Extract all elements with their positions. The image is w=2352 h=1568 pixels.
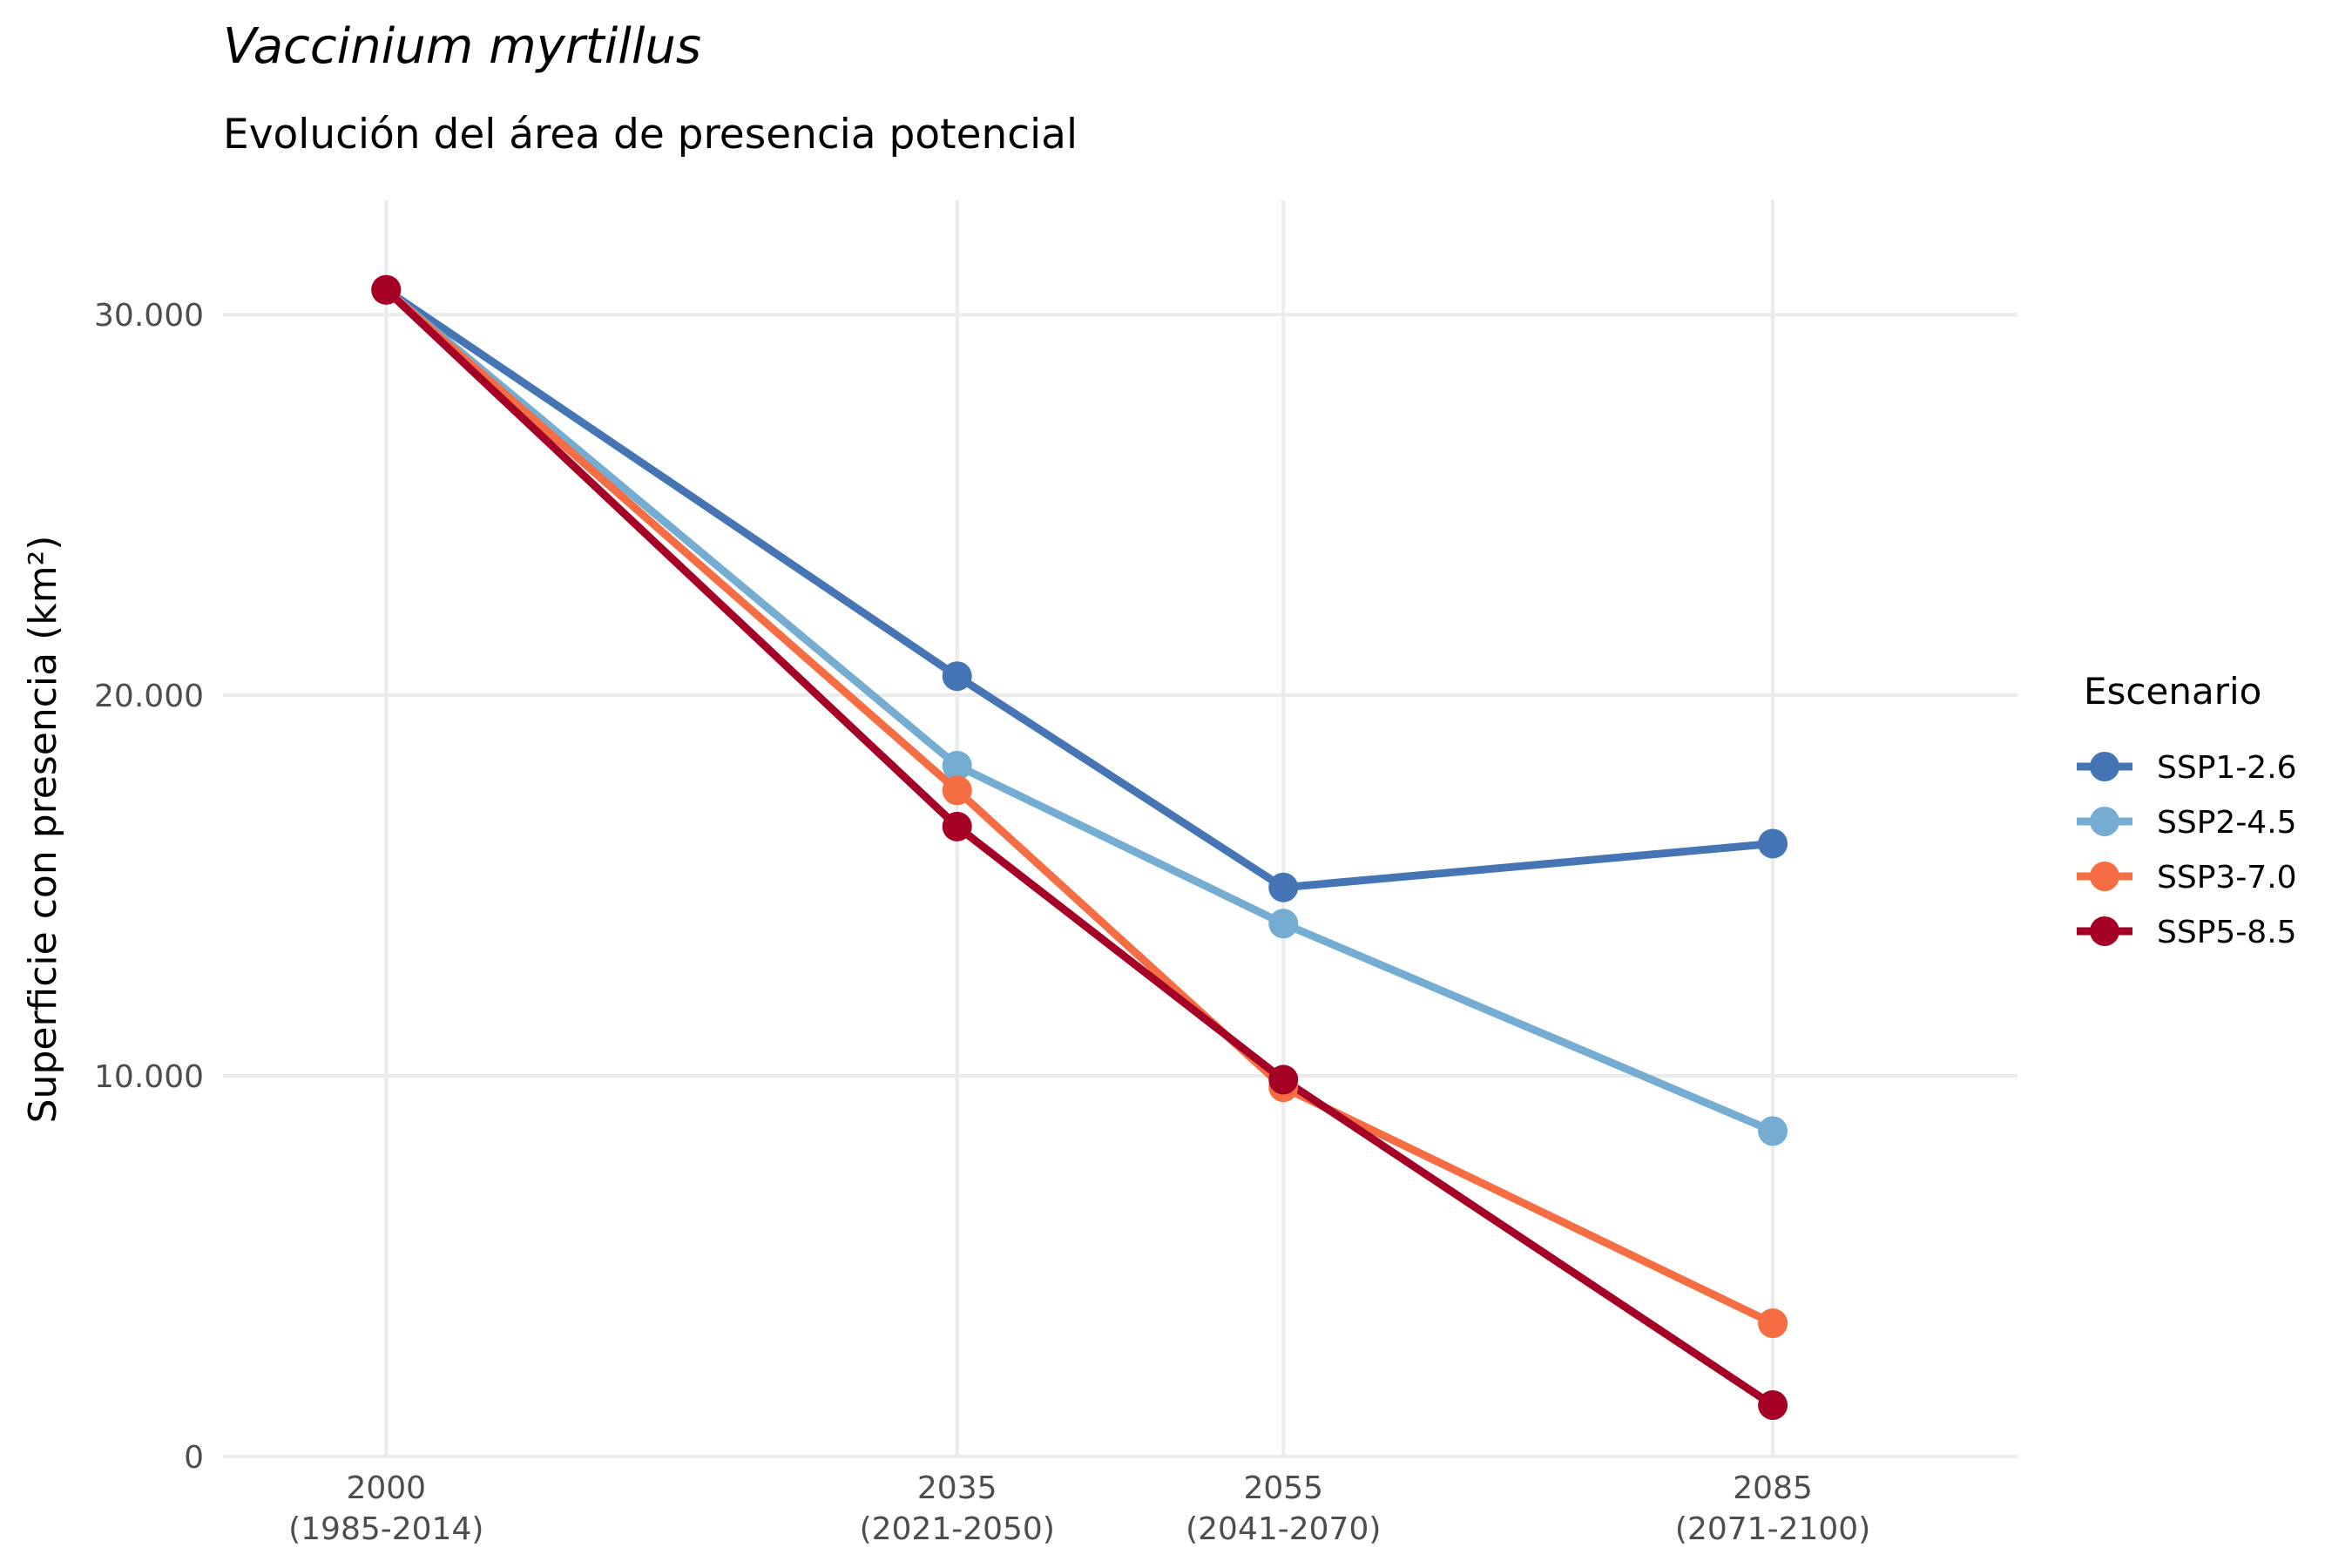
legend-item-SSP2-4.5: SSP2-4.5 — [2077, 805, 2297, 841]
data-point-SSP1-2.6 — [942, 661, 972, 692]
data-point-SSP3-7.0 — [942, 775, 972, 806]
x-tick-label: 2085 — [1733, 1470, 1813, 1506]
chart-subtitle: Evolución del área de presencia potencia… — [223, 111, 1078, 159]
series-lines — [371, 274, 1788, 1421]
legend-item-SSP5-8.5: SSP5-8.5 — [2077, 915, 2297, 950]
legend-label: SSP5-8.5 — [2157, 915, 2297, 950]
series-line-SSP2-4.5 — [383, 287, 1774, 1135]
legend-label: SSP1-2.6 — [2157, 750, 2297, 786]
data-point-SSP2-4.5 — [1758, 1116, 1788, 1146]
data-point-SSP3-7.0 — [1758, 1308, 1788, 1339]
x-tick-label: (1985-2014) — [288, 1511, 483, 1547]
legend-point-key — [2090, 862, 2119, 891]
data-point-SSP5-8.5 — [1268, 1064, 1299, 1095]
chart-title: Vaccinium myrtillus — [223, 18, 701, 75]
legend-point-key — [2090, 807, 2119, 836]
data-point-SSP2-4.5 — [942, 750, 972, 781]
x-tick-label: 2000 — [346, 1470, 426, 1506]
data-point-SSP2-4.5 — [1268, 909, 1299, 939]
data-point-SSP5-8.5 — [1758, 1390, 1788, 1421]
legend-point-key — [2090, 752, 2119, 781]
data-point-SSP5-8.5 — [371, 274, 402, 305]
legend-label: SSP2-4.5 — [2157, 805, 2297, 841]
y-tick-label: 10.000 — [94, 1059, 204, 1095]
legend-label: SSP3-7.0 — [2157, 860, 2297, 896]
x-tick-label: 2035 — [917, 1470, 997, 1506]
y-tick-label: 30.000 — [94, 298, 204, 334]
data-point-SSP1-2.6 — [1268, 872, 1299, 902]
x-tick-label: (2041-2070) — [1186, 1511, 1381, 1547]
series-line-SSP5-8.5 — [383, 287, 1775, 1409]
series-line-SSP3-7.0 — [383, 287, 1775, 1328]
legend-title: Escenario — [2084, 670, 2261, 713]
x-tick-label: (2071-2100) — [1675, 1511, 1870, 1547]
legend-point-key — [2090, 916, 2119, 946]
legend-item-SSP3-7.0: SSP3-7.0 — [2077, 860, 2297, 896]
data-point-SSP1-2.6 — [1758, 828, 1788, 859]
y-axis-title: Superficie con presencia (km²) — [21, 536, 65, 1124]
y-tick-label: 0 — [184, 1440, 204, 1476]
y-tick-label: 20.000 — [94, 679, 204, 714]
legend-item-SSP1-2.6: SSP1-2.6 — [2077, 750, 2297, 786]
x-tick-label: 2055 — [1243, 1470, 1323, 1506]
data-point-SSP5-8.5 — [942, 811, 972, 841]
x-tick-label: (2021-2050) — [860, 1511, 1055, 1547]
legend: Escenario SSP1-2.6 SSP2-4.5 SSP3-7.0 SSP5-8… — [2077, 670, 2297, 950]
series-line-SSP1-2.6 — [383, 286, 1774, 892]
axes: 0 10.000 20.000 30.000 2000 (1985-2014) 2035 (2… — [94, 298, 1870, 1547]
